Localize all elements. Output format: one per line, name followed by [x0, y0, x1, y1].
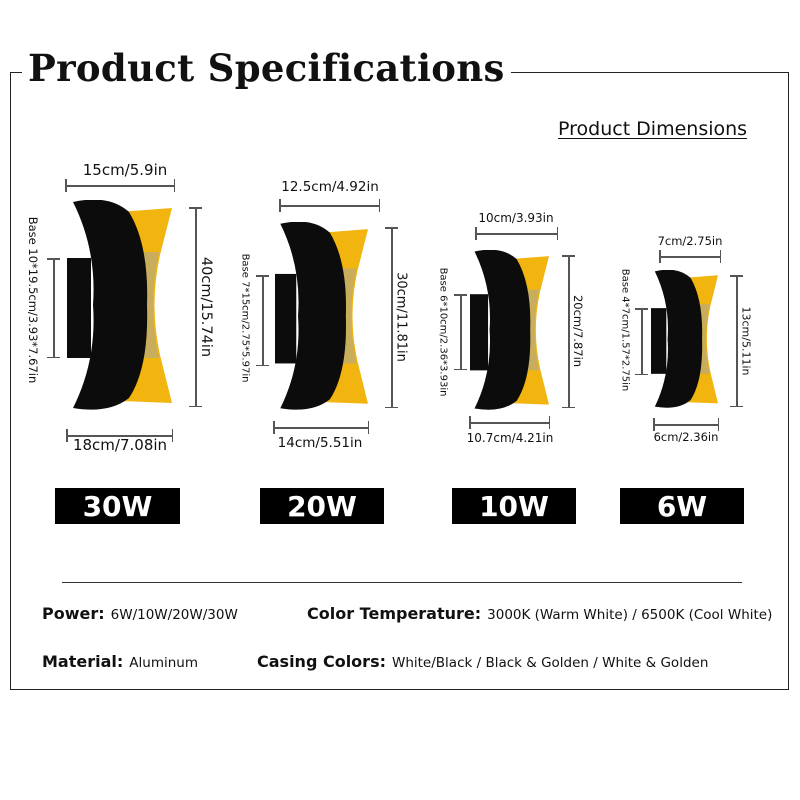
bottom-width-label: 14cm/5.51in [277, 435, 363, 451]
bottom-width-label: 6cm/2.36in [653, 430, 719, 444]
base-label: Base 4*7cm/1.57*2.75in [619, 268, 631, 392]
base-line [257, 275, 268, 366]
spec-label: Casing Colors: [257, 652, 386, 671]
spec-value: 6W/10W/20W/30W [110, 607, 238, 623]
base-label: Base 7*15cm/2.75*5.97in [239, 253, 251, 383]
top-width-line [65, 180, 175, 191]
spec-color-temperature: Color Temperature: 3000K (Warm White) / 6… [307, 604, 772, 623]
height-label: 30cm/11.81in [393, 272, 409, 362]
bottom-width-line [469, 417, 550, 428]
page-title: Product Specifications [22, 44, 511, 92]
height-line [731, 275, 742, 407]
spec-material: Material: Aluminum [42, 652, 198, 671]
section-heading: Product Dimensions [558, 118, 748, 140]
height-line [190, 207, 201, 407]
spec-label: Material: [42, 652, 124, 671]
bottom-width-line [653, 419, 719, 430]
height-label: 20cm/7.87in [571, 294, 585, 368]
wattage-badge: 6W [620, 488, 744, 524]
bottom-width-label: 18cm/7.08in [72, 436, 168, 454]
top-width-line [279, 200, 380, 211]
top-width-label: 10cm/3.93in [478, 211, 554, 225]
top-width-label: 7cm/2.75in [657, 234, 723, 248]
spec-casing-colors: Casing Colors: White/Black / Black & Gold… [257, 652, 708, 671]
wattage-badge: 10W [452, 488, 576, 524]
top-width-label: 15cm/5.9in [82, 161, 168, 179]
height-label: 13cm/5.11in [739, 306, 753, 376]
base-label: Base 6*10cm/2.36*3.93in [437, 267, 449, 397]
base-line [636, 308, 647, 375]
top-width-line [659, 251, 721, 262]
spec-value: 3000K (Warm White) / 6500K (Cool White) [487, 607, 773, 623]
wall-lamp-image [275, 222, 368, 410]
wattage-badge: 30W [55, 488, 180, 524]
base-line [455, 294, 466, 370]
base-label: Base 10*19.5cm/3.93*7.67in [26, 216, 40, 384]
height-line [386, 227, 397, 408]
wattage-badge: 20W [260, 488, 384, 524]
bottom-width-label: 10.7cm/4.21in [466, 431, 554, 445]
top-width-line [475, 228, 558, 239]
bottom-width-line [273, 422, 369, 433]
bottom-width-line [66, 430, 173, 441]
spec-value: Aluminum [129, 655, 198, 671]
height-line [563, 255, 574, 408]
spec-power: Power: 6W/10W/20W/30W [42, 604, 238, 623]
spec-value: White/Black / Black & Golden / White & G… [391, 655, 709, 671]
top-width-label: 12.5cm/4.92in [281, 179, 379, 195]
wall-lamp-image [470, 250, 549, 410]
height-label: 40cm/15.74in [198, 256, 214, 358]
wall-lamp-image [67, 200, 172, 410]
divider [62, 582, 742, 583]
spec-label: Power: [42, 604, 105, 623]
spec-label: Color Temperature: [307, 604, 482, 623]
base-line [48, 258, 59, 358]
wall-lamp-image [651, 270, 718, 408]
